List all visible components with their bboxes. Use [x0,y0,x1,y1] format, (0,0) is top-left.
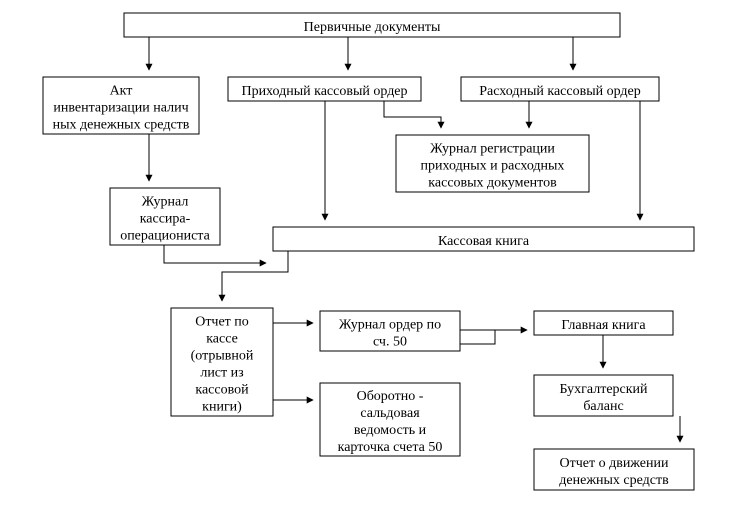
node-label-act_invent-l1: инвентаризации налич [53,100,188,115]
node-label-cash_report-l1: кассе [206,331,238,346]
node-label-main_book-l0: Главная книга [561,318,646,333]
node-label-prihod_order-l0: Приходный кассовый ордер [241,84,407,99]
node-cash_report: Отчет по кассе (отрывной лист из кассовой кни… [171,308,273,416]
node-label-act_invent-l0: Акт [110,83,133,98]
node-label-trial_balance-l0: Оборотно - [357,389,424,404]
edge-8 [164,245,266,263]
node-label-cash_report-l2: (отрывной [191,348,254,363]
node-cashflow_report: Отчет о движении денежных средств [534,449,694,490]
node-act_invent: Акт инвентаризации налич ных денежных сред… [43,77,199,134]
node-reg_journal: Журнал регистрации приходных и расходных к… [396,135,589,192]
node-primary_docs: Первичные документы [124,13,620,37]
node-label-trial_balance-l3: карточка счета 50 [338,440,443,455]
flowchart-canvas: Первичные документы Акт инвентаризации нал… [0,0,739,505]
node-label-rashod_order-l0: Расходный кассовый ордер [479,84,641,99]
node-label-cash_report-l5: книги) [202,399,242,414]
node-label-cash_book-l0: Кассовая книга [438,234,530,249]
node-rashod_order: Расходный кассовый ордер [461,77,659,101]
node-trial_balance: Оборотно - сальдовая ведомость и карточка с… [320,383,460,456]
node-cash_book: Кассовая книга [273,227,694,251]
node-balance: Бухгалтерский баланс [534,375,673,416]
node-label-trial_balance-l1: сальдовая [360,406,420,421]
node-label-cash_report-l0: Отчет по [195,314,249,329]
node-label-cashflow_report-l1: денежных средств [559,473,669,488]
node-label-cashier_journal-l0: Журнал [142,194,189,209]
node-label-cashflow_report-l0: Отчет о движении [559,456,669,471]
node-label-cash_report-l3: лист из [200,365,244,380]
node-label-journal_order50-l1: сч. 50 [373,334,407,349]
node-label-reg_journal-l2: кассовых документов [428,175,557,190]
node-journal_order50: Журнал ордер по сч. 50 [320,311,460,351]
edge-13 [460,330,495,344]
node-label-cash_report-l4: кассовой [195,382,249,397]
node-main_book: Главная книга [534,311,673,335]
node-label-reg_journal-l0: Журнал регистрации [430,141,555,156]
node-cashier_journal: Журнал кассира-операциониста [110,188,220,245]
node-label-act_invent-l2: ных денежных средств [53,117,190,132]
node-label-journal_order50-l0: Журнал ордер по [339,317,441,332]
node-label-cashier_journal-l2: операциониста [120,228,210,243]
node-label-primary_docs-l0: Первичные документы [304,20,441,35]
node-label-cashier_journal-l1: кассира- [140,211,191,226]
node-label-trial_balance-l2: ведомость и [354,423,427,438]
edge-5 [384,101,441,128]
node-label-balance-l0: Бухгалтерский [559,382,648,397]
edge-9 [222,251,288,301]
node-prihod_order: Приходный кассовый ордер [228,77,421,101]
node-label-balance-l1: баланс [583,399,623,414]
node-label-reg_journal-l1: приходных и расходных [421,158,565,173]
